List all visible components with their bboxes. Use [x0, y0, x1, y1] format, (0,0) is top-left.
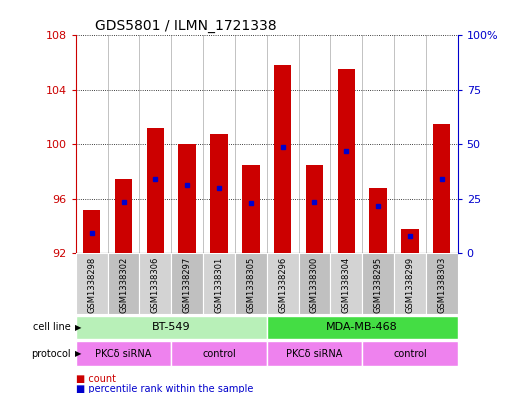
Bar — [76, 316, 267, 339]
Bar — [267, 316, 458, 339]
Text: GSM1338301: GSM1338301 — [214, 257, 223, 313]
Text: GSM1338306: GSM1338306 — [151, 257, 160, 313]
Text: GSM1338299: GSM1338299 — [405, 257, 414, 313]
Bar — [362, 341, 458, 366]
Bar — [306, 165, 323, 253]
Text: MDA-MB-468: MDA-MB-468 — [326, 322, 398, 332]
Bar — [108, 253, 140, 314]
Bar — [394, 253, 426, 314]
Text: protocol: protocol — [31, 349, 71, 359]
Bar — [369, 188, 387, 253]
Text: GSM1338304: GSM1338304 — [342, 257, 351, 313]
Text: PKCδ siRNA: PKCδ siRNA — [286, 349, 343, 359]
Text: ■ count: ■ count — [76, 374, 116, 384]
Bar — [274, 65, 291, 253]
Text: GSM1338297: GSM1338297 — [183, 257, 192, 313]
Text: PKCδ siRNA: PKCδ siRNA — [95, 349, 152, 359]
Text: ▶: ▶ — [75, 323, 81, 332]
Bar — [331, 253, 362, 314]
Text: GSM1338298: GSM1338298 — [87, 257, 96, 313]
Bar — [235, 253, 267, 314]
Text: cell line: cell line — [33, 322, 71, 332]
Bar — [140, 253, 172, 314]
Text: GSM1338302: GSM1338302 — [119, 257, 128, 313]
Bar — [178, 145, 196, 253]
Text: GSM1338303: GSM1338303 — [437, 257, 446, 313]
Text: GSM1338295: GSM1338295 — [373, 257, 383, 313]
Bar — [83, 210, 100, 253]
Text: GSM1338300: GSM1338300 — [310, 257, 319, 313]
Bar — [337, 70, 355, 253]
Text: control: control — [393, 349, 427, 359]
Bar — [210, 134, 228, 253]
Bar — [172, 253, 203, 314]
Bar — [267, 253, 299, 314]
Bar — [242, 165, 259, 253]
Bar — [203, 253, 235, 314]
Bar — [115, 178, 132, 253]
Bar — [76, 341, 172, 366]
Bar — [76, 253, 108, 314]
Text: ▶: ▶ — [75, 349, 81, 358]
Text: BT-549: BT-549 — [152, 322, 190, 332]
Bar — [172, 341, 267, 366]
Bar — [146, 128, 164, 253]
Bar — [267, 341, 362, 366]
Bar — [362, 253, 394, 314]
Text: GSM1338296: GSM1338296 — [278, 257, 287, 313]
Text: GSM1338305: GSM1338305 — [246, 257, 255, 313]
Bar — [433, 124, 450, 253]
Text: ■ percentile rank within the sample: ■ percentile rank within the sample — [76, 384, 253, 393]
Bar — [299, 253, 331, 314]
Bar — [426, 253, 458, 314]
Text: control: control — [202, 349, 236, 359]
Bar — [401, 229, 418, 253]
Text: GDS5801 / ILMN_1721338: GDS5801 / ILMN_1721338 — [95, 19, 277, 33]
